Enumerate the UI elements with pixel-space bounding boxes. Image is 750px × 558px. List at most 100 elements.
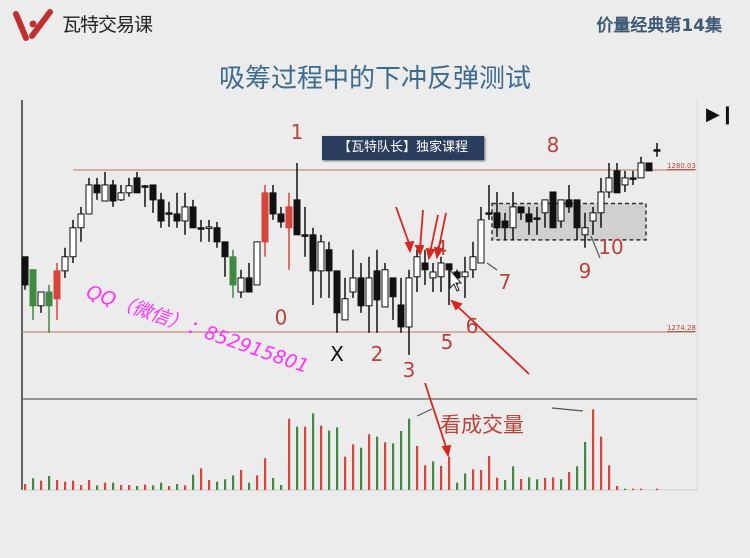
candle-body xyxy=(333,270,341,314)
candlestick xyxy=(261,184,269,257)
candlestick xyxy=(613,162,621,194)
volume-bar xyxy=(56,480,59,490)
candle-body xyxy=(213,227,221,243)
episode-label: 价量经典第14集 xyxy=(596,16,722,36)
mouse-cursor-icon xyxy=(449,268,463,292)
candle-body xyxy=(317,241,325,272)
candlestick xyxy=(213,221,221,248)
volume-bar xyxy=(376,436,379,490)
candlestick xyxy=(77,206,85,242)
candlestick xyxy=(533,206,541,235)
arrow-to-candle xyxy=(395,206,411,247)
candlestick xyxy=(357,262,365,313)
volume-bar xyxy=(480,470,483,490)
candlestick xyxy=(509,191,517,240)
candlestick xyxy=(29,269,37,320)
candle-body xyxy=(653,149,661,152)
skip-forward-icon[interactable]: ▶❙ xyxy=(706,104,735,125)
candle-body xyxy=(429,271,437,279)
candle-body xyxy=(221,241,229,258)
point-label: 1 xyxy=(291,120,304,144)
volume-bar xyxy=(408,418,411,490)
candle-body xyxy=(357,277,365,307)
arrow-to-candle xyxy=(437,212,447,253)
point-label: 0 xyxy=(275,306,288,330)
candlestick xyxy=(437,256,445,292)
volume-bar xyxy=(40,480,43,490)
volume-bar xyxy=(24,484,27,490)
candlestick xyxy=(293,162,301,236)
brand-logo xyxy=(13,9,53,41)
volume-bar xyxy=(112,482,115,490)
candlestick xyxy=(341,277,349,321)
candlestick xyxy=(181,192,189,235)
candle-body xyxy=(421,262,429,271)
candle-body xyxy=(325,249,333,272)
candle-body xyxy=(597,191,605,214)
candlestick xyxy=(517,206,525,220)
candle-body xyxy=(197,227,205,230)
price-level-label: 1274.28 xyxy=(667,324,696,332)
volume-bar xyxy=(560,479,563,490)
volume-bar xyxy=(424,465,427,490)
price-level-label: 1280.03 xyxy=(667,162,696,170)
candle-body xyxy=(565,199,573,208)
candlestick xyxy=(37,291,45,313)
volume-bar xyxy=(616,486,619,490)
candlestick xyxy=(237,269,245,298)
volume-bar xyxy=(344,456,347,490)
candle-body xyxy=(69,227,77,258)
candlestick xyxy=(197,219,205,242)
label-leader xyxy=(551,407,584,412)
candlestick xyxy=(477,206,485,264)
candlestick xyxy=(637,156,645,179)
candle-body xyxy=(173,213,181,222)
candle-body xyxy=(61,256,69,272)
candlestick xyxy=(61,247,69,278)
volume-bar xyxy=(336,427,339,490)
volume-bar xyxy=(280,485,283,490)
volume-bar xyxy=(192,474,195,490)
candlestick xyxy=(21,256,29,290)
candlestick xyxy=(157,192,165,228)
candle-body xyxy=(165,212,173,215)
candlestick xyxy=(557,199,565,228)
volume-bar xyxy=(504,480,507,490)
candlestick xyxy=(69,219,77,263)
volume-bar xyxy=(152,485,155,490)
volume-bar xyxy=(256,475,259,490)
volume-bar xyxy=(624,488,627,490)
volume-bar xyxy=(352,444,355,490)
candlestick xyxy=(93,177,101,200)
candle-body xyxy=(413,256,421,278)
volume-bar xyxy=(72,480,75,490)
candlestick xyxy=(133,171,141,194)
candle-body xyxy=(309,234,317,272)
candlestick xyxy=(205,219,213,242)
brand-name: 瓦特交易课 xyxy=(62,14,153,36)
candlestick xyxy=(501,212,509,240)
volume-bar xyxy=(96,485,99,490)
volume-bar xyxy=(552,477,555,490)
candle-body xyxy=(485,212,493,215)
candle-body xyxy=(621,177,629,186)
candle-body xyxy=(469,256,477,271)
candlestick xyxy=(621,170,629,192)
volume-bar xyxy=(288,418,291,490)
point-label: 6 xyxy=(466,314,479,338)
candle-body xyxy=(21,256,29,286)
candle-body xyxy=(645,162,653,172)
arrowhead xyxy=(450,299,463,311)
candle-body xyxy=(573,199,581,229)
candlestick xyxy=(389,277,397,320)
candle-body xyxy=(389,277,397,298)
arrow-to-volume xyxy=(424,382,448,451)
volume-bar xyxy=(464,473,467,490)
candlestick xyxy=(301,206,309,257)
volume-bar xyxy=(136,486,139,490)
volume-bar xyxy=(224,479,227,490)
candle-body xyxy=(373,270,381,301)
label-leader xyxy=(590,235,601,259)
candle-body xyxy=(53,270,61,300)
arrow-to-spring xyxy=(455,304,530,375)
